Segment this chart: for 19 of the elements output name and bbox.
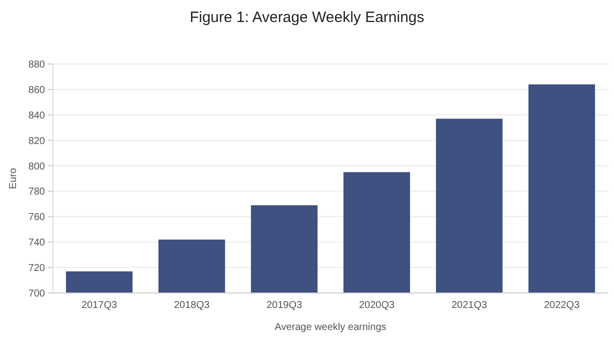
y-tick-label: 800 — [28, 161, 46, 172]
x-tick-label: 2017Q3 — [81, 300, 118, 311]
x-tick-label: 2022Q3 — [544, 300, 580, 311]
x-tick-label: 2019Q3 — [266, 300, 302, 311]
y-tick-label: 720 — [28, 263, 46, 274]
y-tick-label: 700 — [28, 288, 46, 300]
y-tick-label: 880 — [28, 60, 46, 70]
y-tick-label: 760 — [28, 212, 46, 224]
y-tick-label: 860 — [28, 84, 46, 96]
x-tick-label: 2020Q3 — [358, 300, 395, 311]
y-tick-label: 780 — [28, 186, 46, 198]
x-axis-title: Average weekly earnings — [274, 322, 386, 333]
y-tick-label: 740 — [28, 238, 46, 249]
y-tick-label: 820 — [28, 136, 46, 147]
x-tick-label: 2018Q3 — [174, 300, 210, 311]
chart-title: Figure 1: Average Weekly Earnings — [190, 9, 424, 26]
y-tick-label: 840 — [28, 110, 46, 122]
y-axis-title: Euro — [8, 168, 19, 190]
x-tick-label: 2021Q3 — [451, 300, 488, 311]
